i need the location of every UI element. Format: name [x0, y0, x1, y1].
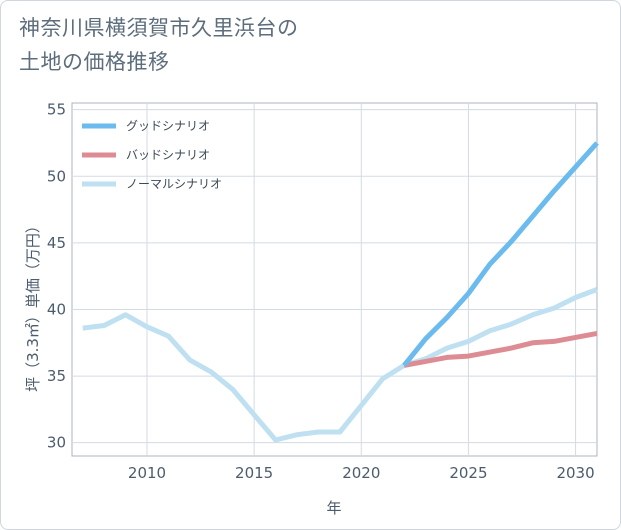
- x-tick-label: 2010: [128, 464, 166, 482]
- chart-title-line-2: 土地の価格推移: [19, 50, 170, 74]
- grid-lines: [72, 103, 597, 456]
- legend-label: バッドシナリオ: [126, 148, 210, 162]
- y-tick-label: 55: [47, 101, 66, 119]
- plot-area: [71, 102, 598, 457]
- legend-label: ノーマルシナリオ: [126, 177, 222, 191]
- y-tick-label: 45: [47, 234, 66, 252]
- series-lines: [82, 141, 599, 443]
- x-tick-labels: 2010 2015 2020 2025 2030: [128, 464, 595, 482]
- series-line-0: [402, 141, 599, 367]
- y-axis-title: 坪（3.3㎡）単価（万円）: [24, 218, 42, 392]
- x-tick-label: 2020: [342, 464, 380, 482]
- y-tick-label: 50: [47, 167, 66, 185]
- y-tick-label: 35: [47, 367, 66, 385]
- series-line-2: [82, 287, 598, 443]
- x-axis-title: 年: [326, 499, 341, 517]
- x-tick-label: 2015: [235, 464, 273, 482]
- legend-label: グッドシナリオ: [126, 119, 210, 133]
- chart-title: 神奈川県横須賀市久里浜台の 土地の価格推移: [19, 11, 299, 79]
- y-tick-label: 40: [47, 300, 66, 318]
- y-tick-labels: 30 35 40 45 50 55: [47, 101, 66, 452]
- x-tick-label: 2030: [556, 464, 594, 482]
- series-line-1: [403, 330, 598, 368]
- y-tick-label: 30: [47, 434, 66, 452]
- chart-title-line-1: 神奈川県横須賀市久里浜台の: [19, 16, 299, 40]
- x-tick-label: 2025: [449, 464, 487, 482]
